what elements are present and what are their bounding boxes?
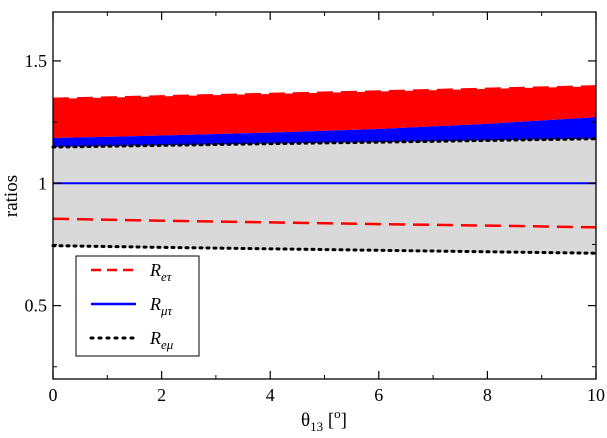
x-tick-label: 6 (374, 385, 383, 405)
x-tick-label: 10 (587, 385, 605, 405)
band-2 (53, 138, 596, 254)
x-axis-label-rest: [ (323, 410, 334, 431)
x-axis-label-end: ] (341, 410, 347, 431)
x-tick-label: 0 (49, 385, 58, 405)
x-axis-label-main: θ (301, 410, 310, 431)
legend: Reτ Rμτ Reμ (75, 255, 200, 357)
line-series-0 (52, 217, 597, 229)
line-series-2 (51, 244, 598, 255)
legend-label-r-etau: Reτ (149, 260, 173, 284)
y-tick-label: 1.5 (25, 51, 48, 71)
legend-box (75, 255, 200, 357)
x-tick-label: 4 (266, 385, 275, 405)
x-axis-label: θ13 [o] (301, 406, 347, 434)
line-red-dashed-upper (52, 85, 597, 101)
x-tick-label: 8 (483, 385, 492, 405)
y-tick-label: 1 (38, 173, 47, 193)
y-tick-label: 0.5 (25, 296, 48, 316)
x-tick-label: 2 (157, 385, 166, 405)
bands-layer (53, 86, 596, 254)
band-0 (53, 86, 596, 139)
line-black-dotted-upper (51, 137, 598, 149)
legend-label-r-emu: Reμ (149, 328, 174, 352)
y-axis-label: ratios (1, 175, 22, 217)
x-axis-label-sub: 13 (310, 419, 323, 434)
lines-layer (51, 85, 598, 255)
x-axis-label-sup: o (334, 406, 341, 421)
legend-label-r-mutau: Rμτ (149, 294, 174, 318)
ticks-layer: 0 2 4 6 8 10 0.5 1 1.5 (25, 12, 605, 405)
